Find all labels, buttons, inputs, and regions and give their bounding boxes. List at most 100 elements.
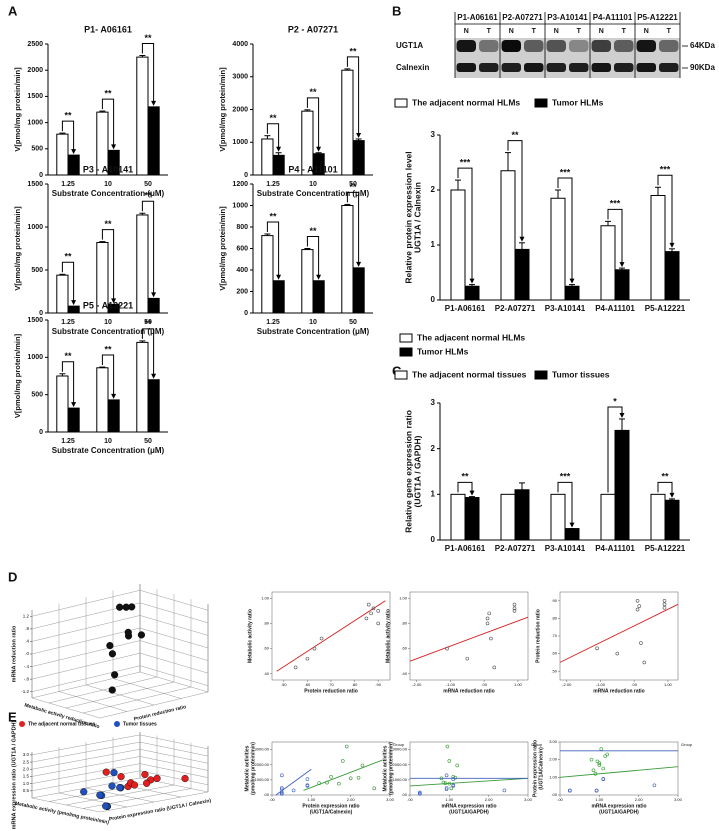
lane-label: N (599, 28, 604, 35)
bar (600, 493, 616, 541)
panel-label: D (8, 569, 17, 584)
x-axis-title: (UGT1A/Calnexin) (310, 809, 353, 815)
data-point (325, 780, 329, 785)
x-tick-label: 1.25 (266, 181, 280, 188)
data-point (317, 781, 322, 785)
legend-swatch (394, 98, 408, 108)
data-point (102, 768, 110, 776)
significance-label: ** (461, 472, 469, 482)
y-tick-label: .40 (263, 671, 269, 676)
data-point (615, 651, 620, 656)
plot-frame (559, 591, 679, 681)
lane-group-label: P4-A11101 (593, 13, 633, 22)
x-tick-label: .70 (328, 682, 334, 687)
x-tick-label: -2.00 (562, 682, 572, 687)
data-point (319, 636, 324, 641)
lane-label: T (487, 28, 492, 35)
data-point (603, 754, 608, 758)
floor-grid (112, 782, 182, 798)
x-axis-title: Substrate Concentration (μM) (257, 327, 370, 336)
z-grid (139, 734, 209, 750)
bar (136, 56, 149, 176)
x-tick-label: .00 (481, 682, 487, 687)
y-tick-label: 0 (431, 295, 436, 304)
y-tick-label: 3000.00 (255, 747, 270, 752)
x-axis-title: mRNA expression ratio (441, 803, 496, 809)
significance-arrow (569, 522, 575, 528)
y-axis-title: Relative gene expression ratio (403, 410, 413, 533)
z-tick-label: .4 (25, 639, 29, 644)
z-tick-label: 1.5 (23, 774, 30, 779)
significance-arrow (71, 149, 77, 155)
bar (614, 269, 630, 301)
chart-title: P4 - A11101 (288, 164, 337, 174)
legend-title: Group (681, 742, 693, 747)
data-point (418, 790, 422, 795)
bar (614, 429, 630, 541)
significance-arrow (151, 373, 157, 379)
blot-band (456, 40, 476, 52)
y-tick-label: 1000 (232, 139, 248, 146)
x-tick-label: 1.00 (445, 797, 454, 802)
data-point (340, 759, 345, 763)
y-tick-label: 1.00 (399, 595, 408, 600)
significance-bracket (141, 43, 155, 103)
z-grid (31, 665, 141, 692)
fit-line (559, 603, 679, 663)
y-tick-label: 3.00 (549, 739, 558, 744)
data-point (662, 598, 667, 603)
fit-line (559, 766, 679, 778)
y-tick-label: 1000 (232, 202, 248, 209)
y-tick-label: 2000 (232, 106, 248, 113)
blot-band (456, 63, 476, 72)
y-tick-label: .00 (401, 792, 407, 797)
y-tick-label: 3000.00 (393, 747, 408, 752)
significance-arrow (356, 261, 362, 267)
significance-bracket (457, 167, 473, 281)
bar (500, 170, 516, 301)
bar (600, 225, 616, 301)
bar (312, 280, 325, 314)
significance-label: *** (460, 157, 471, 167)
legend-title: Group (531, 742, 543, 747)
x-tick-label: 1.25 (61, 438, 75, 445)
significance-arrow (519, 236, 525, 242)
bar (147, 297, 160, 314)
legend-label: The adjacent normal HLMs (412, 97, 520, 107)
x-tick-label: .00 (631, 682, 637, 687)
x-tick-label: 1.25 (266, 319, 280, 326)
data-point (293, 665, 298, 670)
z-grid (31, 763, 141, 784)
bar (650, 195, 666, 301)
y-axis-title: V[pmol/mg protein/min] (13, 67, 22, 152)
data-point (639, 641, 643, 645)
x-tick-label: 50 (144, 438, 152, 445)
z-axis-title: mRNA expression ratio (UGT1A / GAPDH) (11, 720, 17, 829)
x-tick-label: 3.00 (674, 797, 683, 802)
x-tick-label: 3.00 (386, 797, 395, 802)
bar (96, 367, 109, 433)
bar (664, 251, 680, 301)
data-point (512, 609, 517, 613)
data-point (451, 777, 456, 781)
y-axis-title: Metabolic activity (pmol/mg protein/min) (14, 801, 109, 826)
legend-label: Tumor HLMs (552, 97, 604, 107)
blot-band (591, 40, 611, 52)
bar (136, 341, 149, 433)
significance-bracket (557, 481, 573, 525)
x-tick-label: 1.25 (61, 181, 75, 188)
z-grid (139, 652, 209, 674)
significance-arrow (316, 146, 322, 152)
x-tick-label: P3-A10141 (545, 304, 586, 313)
data-point (489, 636, 493, 641)
significance-label: ** (104, 344, 112, 354)
data-point (372, 786, 377, 791)
blot-band (636, 40, 656, 52)
z-grid (31, 652, 141, 680)
floor-grid (31, 671, 141, 699)
z-tick-label: 2.5 (23, 759, 30, 764)
bar (352, 267, 365, 314)
chart-title: P2 - A07271 (288, 24, 338, 34)
data-point (312, 646, 317, 651)
y-tick-label: .00 (551, 792, 557, 797)
